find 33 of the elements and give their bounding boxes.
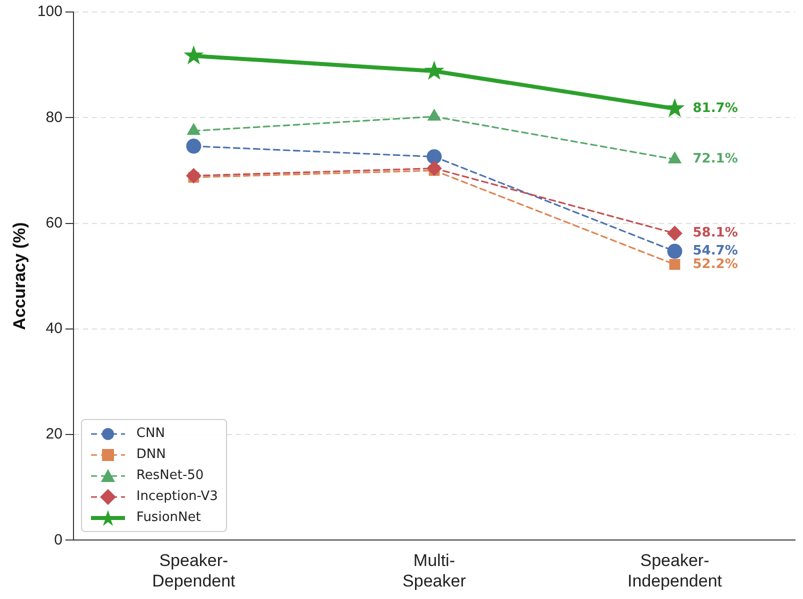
legend-label: CNN	[136, 426, 165, 442]
legend-label: Inception-V3	[136, 489, 218, 504]
data-label: 54.7%	[692, 244, 738, 259]
legend-label: FusionNet	[136, 510, 201, 526]
point	[186, 138, 202, 154]
point	[426, 149, 442, 164]
data-label: 72.1%	[692, 152, 738, 167]
point	[668, 152, 682, 164]
y-tick-label: 80	[46, 108, 62, 126]
data-label: 58.1%	[692, 226, 738, 241]
point	[187, 123, 200, 135]
y-axis-title: Accuracy (%)	[10, 222, 29, 330]
point	[424, 60, 444, 80]
point	[667, 226, 682, 241]
x-tick-label: Speaker- Independent	[627, 551, 722, 590]
point	[664, 98, 685, 118]
x-tick-label: Multi- Speaker	[402, 551, 466, 590]
legend-label: ResNet-50	[136, 468, 204, 484]
y-tick-label: 20	[46, 426, 62, 443]
x-tick-label: Speaker- Dependent	[152, 551, 236, 590]
point	[184, 45, 204, 64]
data-label: 81.7%	[692, 101, 738, 116]
point	[669, 259, 680, 270]
legend-label: DNN	[136, 447, 166, 462]
y-tick-label: 60	[46, 214, 62, 232]
y-tick-label: 40	[46, 320, 62, 338]
y-tick-label: 0	[54, 531, 62, 548]
point	[428, 109, 441, 121]
point	[426, 160, 442, 176]
y-tick-label: 100	[37, 3, 62, 20]
data-label: 52.2%	[692, 256, 738, 272]
point	[667, 244, 682, 259]
point	[186, 168, 202, 184]
